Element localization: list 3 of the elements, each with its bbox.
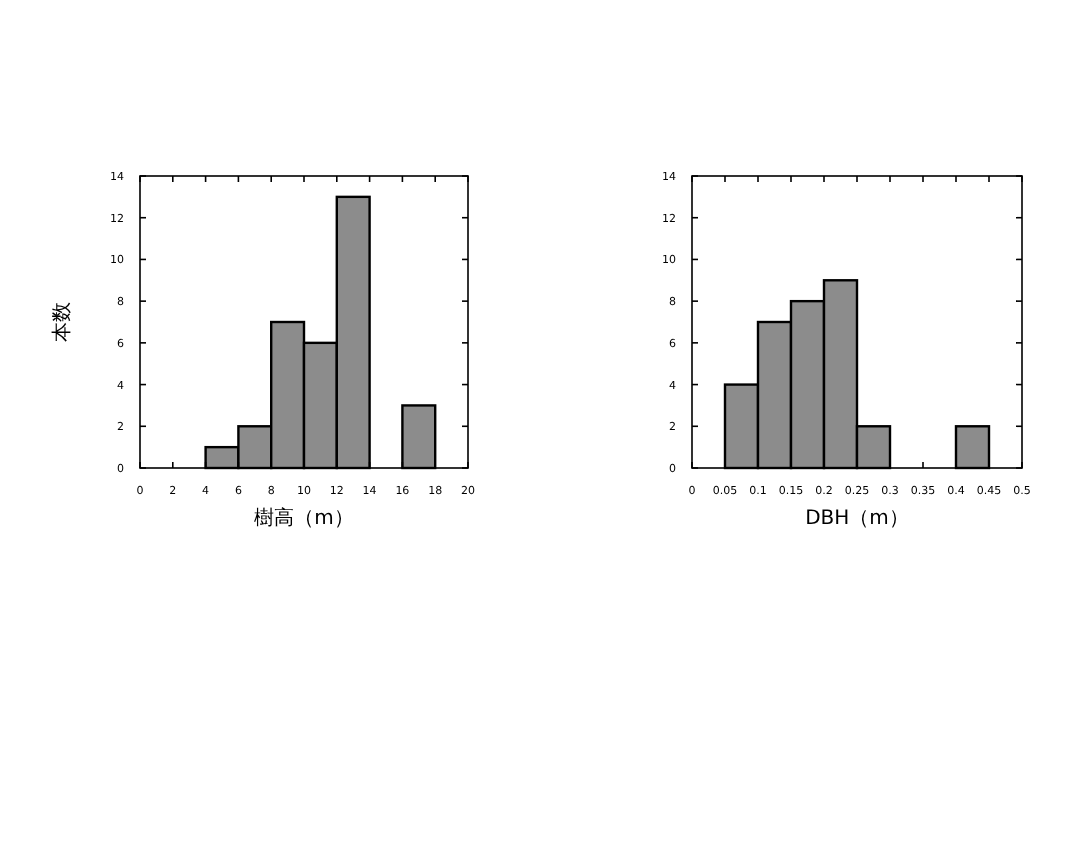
y-axis-title: 本数: [50, 302, 74, 342]
x-axis-title: DBH（m）: [805, 508, 909, 530]
x-axis-title: 樹高（m）: [254, 506, 354, 530]
